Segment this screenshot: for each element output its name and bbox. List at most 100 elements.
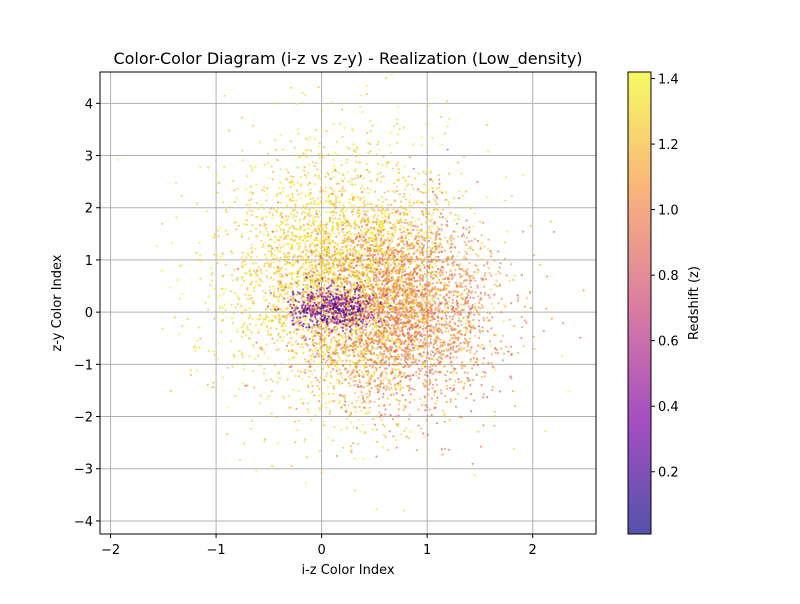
data-point (308, 376, 310, 378)
data-point (380, 364, 382, 366)
data-point (411, 361, 413, 363)
data-point (394, 200, 396, 202)
data-point (252, 300, 254, 302)
data-point (232, 180, 234, 182)
data-point (309, 243, 311, 245)
data-point (366, 169, 368, 171)
data-point (296, 286, 298, 288)
data-point (385, 199, 387, 201)
data-point (328, 154, 330, 156)
data-point (321, 397, 323, 399)
data-point (467, 345, 469, 347)
data-point (376, 354, 378, 356)
data-point (494, 260, 496, 262)
data-point (521, 316, 523, 318)
data-point (222, 201, 224, 203)
data-point (376, 416, 378, 418)
data-point (424, 364, 426, 366)
data-point (359, 381, 361, 383)
data-point (410, 224, 412, 226)
data-point (339, 248, 341, 250)
data-point (365, 282, 367, 284)
data-point (457, 351, 459, 353)
data-point (316, 379, 318, 381)
data-point (267, 334, 269, 336)
data-point (272, 171, 274, 173)
data-point (399, 193, 401, 195)
data-point (334, 338, 336, 340)
data-point (426, 184, 428, 186)
data-point (332, 439, 334, 441)
data-point (361, 111, 363, 113)
data-point (414, 260, 416, 262)
data-point (408, 351, 410, 353)
data-point (452, 356, 454, 358)
data-point (329, 187, 331, 189)
data-point (234, 201, 236, 203)
data-point (207, 384, 209, 386)
data-point (328, 273, 330, 275)
data-point (380, 245, 382, 247)
data-point (273, 295, 275, 297)
data-point (282, 340, 284, 342)
data-point (404, 255, 406, 257)
data-point (199, 277, 201, 279)
data-point (418, 236, 420, 238)
data-point (483, 245, 485, 247)
data-point (429, 228, 431, 230)
data-point (369, 350, 371, 352)
data-point (327, 172, 329, 174)
data-point (271, 465, 273, 467)
data-point (369, 390, 371, 392)
data-point (481, 258, 483, 260)
data-point (286, 364, 288, 366)
data-point (441, 270, 443, 272)
data-point (317, 225, 319, 227)
data-point (358, 379, 360, 381)
data-point (356, 400, 358, 402)
data-point (264, 263, 266, 265)
data-point (332, 176, 334, 178)
data-point (342, 249, 344, 251)
data-point (195, 252, 197, 254)
data-point (314, 216, 316, 218)
data-point (267, 328, 269, 330)
data-point (367, 187, 369, 189)
data-point (327, 197, 329, 199)
data-point (321, 472, 323, 474)
data-point (381, 263, 383, 265)
data-point (395, 439, 397, 441)
data-point (393, 246, 395, 248)
data-point (339, 400, 341, 402)
data-point (357, 216, 359, 218)
data-point (223, 95, 225, 97)
data-point (432, 304, 434, 306)
data-point (270, 277, 272, 279)
data-point (444, 395, 446, 397)
data-point (312, 350, 314, 352)
data-point (442, 278, 444, 280)
data-point (329, 382, 331, 384)
data-point (343, 237, 345, 239)
data-point (407, 183, 409, 185)
data-point (241, 266, 243, 268)
data-point (486, 196, 488, 198)
data-point (414, 389, 416, 391)
data-point (323, 191, 325, 193)
data-point (315, 162, 317, 164)
data-point (357, 275, 359, 277)
data-point (297, 270, 299, 272)
data-point (514, 275, 516, 277)
data-point (285, 235, 287, 237)
data-point (302, 284, 304, 286)
data-point (448, 201, 450, 203)
data-point (433, 394, 435, 396)
data-point (252, 302, 254, 304)
data-point (296, 294, 298, 296)
data-point (470, 322, 472, 324)
data-point (426, 259, 428, 261)
data-point (315, 210, 317, 212)
data-point (248, 199, 250, 201)
data-point (319, 278, 321, 280)
data-point (487, 330, 489, 332)
